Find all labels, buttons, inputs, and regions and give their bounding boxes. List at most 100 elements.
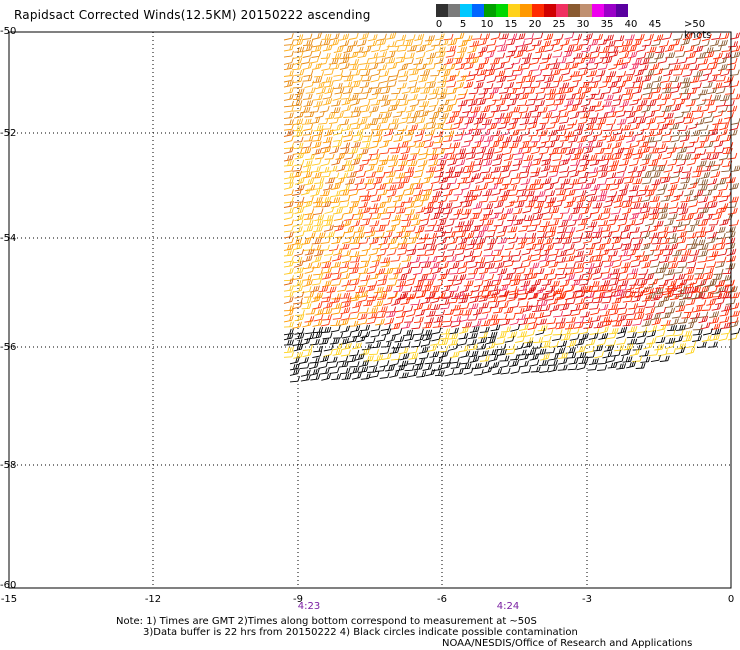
wind-barb [650, 202, 661, 209]
wind-barb [500, 117, 511, 125]
wind-barb [283, 290, 294, 298]
wind-barb [330, 325, 341, 333]
wind-barb [565, 284, 575, 292]
wind-barb [563, 99, 574, 107]
wind-barb [707, 201, 718, 209]
wind-barb [381, 353, 392, 360]
wind-barb [309, 285, 320, 293]
wind-barb [497, 237, 508, 244]
wind-barb [310, 189, 321, 197]
wind-barb [670, 39, 680, 46]
wind-barb [575, 243, 586, 251]
wind-barb [567, 119, 578, 126]
wind-barb [584, 291, 595, 298]
wind-barb [623, 195, 634, 202]
wind-barb [614, 35, 625, 42]
wind-barb [670, 130, 681, 137]
wind-barb [597, 63, 608, 70]
wind-barb [312, 331, 323, 339]
wind-barb [410, 148, 421, 155]
wind-barb [367, 203, 378, 210]
wind-barb [627, 45, 637, 53]
wind-barb [696, 160, 707, 167]
wind-barb [300, 369, 311, 377]
wind-barb [686, 232, 697, 239]
wind-barb [464, 250, 475, 258]
wind-barb [427, 219, 438, 227]
legend-swatch [544, 4, 556, 17]
wind-barb [562, 142, 573, 149]
wind-barb [403, 58, 414, 65]
wind-barb [393, 267, 403, 275]
wind-barb [707, 195, 718, 203]
wind-barb [522, 304, 533, 313]
wind-barb [645, 189, 655, 197]
wind-barb [565, 273, 576, 282]
wind-barb [489, 140, 500, 149]
wind-barb [438, 346, 449, 353]
wind-barb [424, 171, 435, 180]
wind-barb [519, 323, 529, 332]
wind-barb [380, 219, 391, 226]
wind-barb [520, 280, 531, 288]
wind-barb [555, 233, 566, 240]
wind-barb [636, 337, 646, 345]
wind-barb [550, 38, 561, 46]
wind-barb [583, 76, 594, 84]
wind-barb [508, 236, 519, 245]
wind-barb [494, 135, 505, 143]
wind-barb [604, 260, 614, 268]
wind-barb [487, 238, 498, 245]
wind-barb [668, 243, 679, 251]
wind-barb [455, 63, 466, 71]
wind-barb [485, 68, 496, 77]
wind-barb [661, 288, 672, 296]
wind-barb [727, 129, 738, 136]
wind-barb [479, 285, 490, 292]
wind-barb [691, 82, 702, 90]
wind-barb [293, 242, 304, 251]
wind-barb [283, 225, 294, 233]
wind-barb [283, 200, 294, 208]
wind-barb [633, 81, 644, 89]
wind-barb [515, 76, 526, 84]
wind-barb [618, 279, 629, 287]
wind-barb [601, 225, 612, 232]
wind-barb [643, 82, 654, 90]
wind-barb [699, 63, 709, 71]
wind-barb [720, 328, 731, 335]
wind-barb [609, 308, 619, 316]
wind-barb [433, 280, 444, 288]
wind-barb [697, 256, 708, 263]
wind-barb [463, 367, 474, 375]
wind-barb [622, 152, 633, 161]
wind-barb [505, 38, 516, 46]
wind-barb [643, 341, 654, 350]
wind-barb [703, 47, 714, 54]
wind-barb [373, 354, 384, 362]
wind-barb [603, 153, 614, 161]
wind-barb [681, 153, 692, 161]
lon-label-m3: -3 [582, 594, 592, 605]
wind-barb [598, 332, 609, 340]
wind-barb [541, 158, 552, 166]
wind-barb [491, 188, 502, 196]
wind-barb [418, 75, 429, 83]
wind-barb [292, 238, 302, 246]
wind-barb [483, 250, 494, 257]
wind-barb [590, 183, 601, 192]
wind-barb [500, 165, 510, 173]
wind-barb [427, 148, 438, 156]
wind-barb [713, 159, 724, 167]
wind-barb [573, 321, 584, 329]
wind-barb [474, 220, 485, 228]
wind-barb [411, 341, 421, 348]
wind-barb [701, 153, 712, 160]
wind-barb [302, 262, 313, 270]
wind-barb [313, 125, 324, 132]
wind-barb [532, 53, 543, 60]
wind-barb [503, 70, 514, 78]
wind-barb [519, 118, 530, 126]
wind-barb [727, 105, 738, 112]
wind-barb [660, 319, 671, 327]
